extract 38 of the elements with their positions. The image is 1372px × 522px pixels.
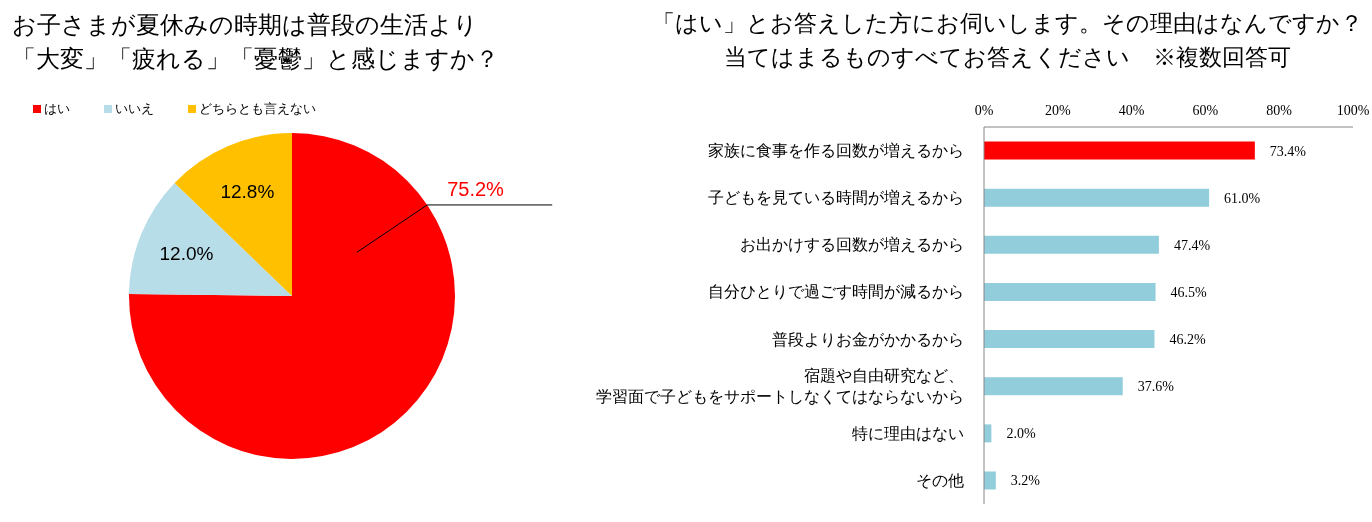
data-label: 75.2%	[447, 177, 505, 200]
x-tick-label: 80%	[1266, 103, 1293, 118]
data-label: 46.2%	[1169, 332, 1206, 348]
data-label: 73.4%	[1269, 143, 1307, 159]
data-label: 37.6%	[1137, 379, 1175, 395]
x-tick-label: 100%	[1336, 103, 1370, 118]
y-tick-label: お出かけする回数が増えるから	[740, 236, 964, 254]
x-tick-label: 40%	[1118, 103, 1145, 118]
bar	[984, 377, 1123, 396]
y-tick-label: その他	[916, 471, 964, 489]
data-label: 12.8%	[220, 180, 275, 202]
bar	[984, 188, 1210, 207]
y-tick-label: 普段よりお金がかかるから	[772, 330, 964, 348]
data-label: 2.0%	[1006, 426, 1036, 442]
bar	[984, 471, 996, 490]
x-tick-label: 60%	[1192, 103, 1219, 118]
data-label: 61.0%	[1224, 190, 1261, 206]
y-tick-label: 宿題や自由研究など、学習面で子どもをサポートしなくてはならないから	[596, 367, 964, 406]
data-label: 46.5%	[1170, 284, 1208, 300]
bar	[984, 141, 1255, 160]
data-label: 3.2%	[1010, 473, 1041, 489]
bar	[984, 282, 1156, 301]
pie-slice	[129, 182, 292, 296]
chart-title: お子さまが夏休みの時期は普段の生活より「大変」「疲れる」「憂鬱」と感じますか？	[12, 11, 500, 74]
bar	[984, 330, 1155, 349]
bar	[984, 235, 1159, 254]
data-label: 47.4%	[1173, 237, 1211, 253]
legend-label: いいえ	[115, 100, 154, 118]
y-tick-label: 子どもを見ている時間が増えるから	[708, 189, 964, 207]
x-tick-label: 20%	[1044, 103, 1071, 118]
data-label: 12.0%	[159, 242, 214, 264]
x-tick-label: 0%	[974, 103, 994, 118]
y-tick-label: 家族に食事を作る回数が増えるから	[708, 142, 964, 160]
chart-title: 「はい」とお答えした方にお伺いします。その理由はなんですか？当てはまるものすべてお答えください ※複数回答可	[650, 10, 1364, 72]
legend-label: はい	[44, 100, 70, 118]
legend-label: どちらとも言えない	[199, 100, 316, 118]
y-tick-label: 自分ひとりで過ごす時間が減るから	[708, 283, 964, 301]
y-tick-label: 特に理由はない	[852, 424, 964, 442]
